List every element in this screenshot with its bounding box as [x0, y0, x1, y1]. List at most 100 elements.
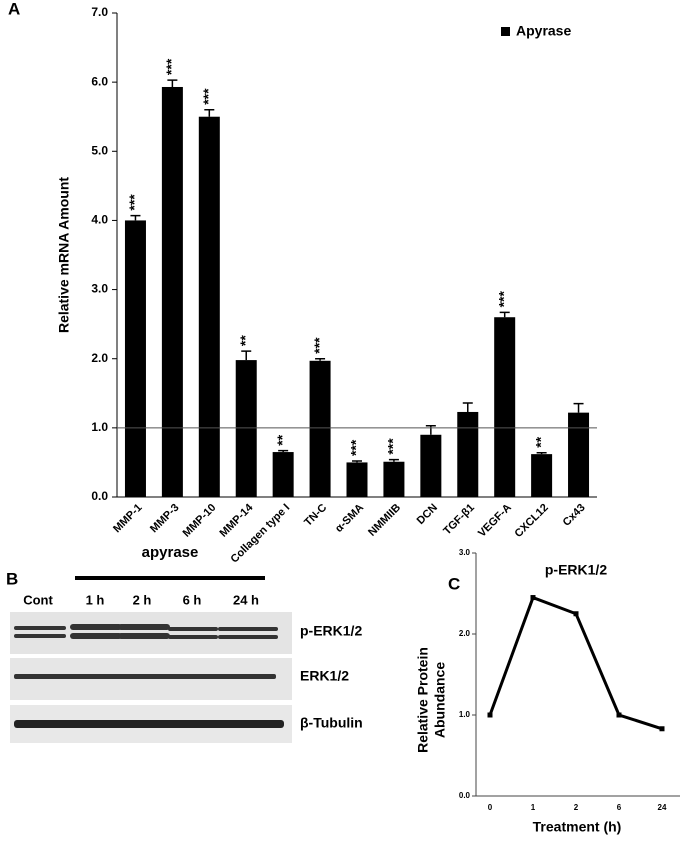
x-tick-label: MMP-3: [148, 502, 182, 536]
error-bar: [536, 451, 547, 455]
panel-label: B: [6, 569, 18, 588]
bar: [161, 86, 183, 498]
error-bar: [315, 357, 326, 361]
lane-label: 6 h: [183, 592, 202, 607]
x-tick-label: TN-C: [302, 502, 329, 529]
y-axis-label: Relative mRNA Amount: [56, 177, 72, 333]
y-tick-label: 0.0: [459, 791, 471, 800]
band: [218, 627, 278, 631]
band: [168, 627, 218, 631]
y-tick-label: 1.0: [459, 710, 471, 719]
y-tick-label: 6.0: [91, 74, 108, 88]
x-tick-label: NMMIIB: [366, 502, 403, 539]
y-tick-label: 3.0: [91, 282, 108, 296]
bar: [198, 116, 220, 497]
band: [168, 635, 218, 639]
x-tick-label: CXCL12: [512, 502, 550, 540]
x-tick-label: 2: [574, 803, 579, 812]
significance: **: [532, 436, 548, 447]
x-tick-label: 24: [658, 803, 667, 812]
y-tick-label: 7.0: [91, 5, 108, 19]
blot-header: apyrase: [142, 544, 199, 561]
x-tick-label: 6: [617, 803, 622, 812]
bar: [235, 360, 257, 497]
x-tick-label: DCN: [415, 502, 440, 527]
error-bar: [278, 449, 289, 453]
y-tick-label: 2.0: [91, 351, 108, 365]
significance: **: [274, 434, 290, 445]
significance: ***: [200, 88, 216, 105]
row-label: β-Tubulin: [300, 715, 363, 731]
band: [118, 624, 170, 630]
bar: [309, 360, 331, 497]
y-axis-label: Abundance: [432, 662, 448, 738]
bar: [124, 220, 146, 497]
significance: ***: [126, 194, 142, 211]
error-bar: [241, 350, 252, 361]
band: [14, 626, 66, 630]
error-bar: [499, 311, 510, 318]
y-tick-label: 4.0: [91, 213, 108, 227]
significance: **: [237, 335, 253, 346]
point: [487, 712, 493, 718]
x-tick-label: 0: [488, 803, 493, 812]
x-tick-label: MMP-1: [111, 502, 145, 536]
error-bar: [130, 214, 141, 221]
bar: [272, 452, 294, 497]
bar: [457, 411, 479, 497]
band: [70, 633, 122, 639]
lane-label: Cont: [23, 592, 53, 607]
point: [573, 611, 579, 617]
legend-swatch: [501, 27, 510, 36]
x-tick-label: MMP-14: [218, 501, 256, 539]
error-bar: [388, 458, 399, 462]
significance: ***: [311, 337, 327, 354]
significance: ***: [385, 438, 401, 455]
significance: ***: [495, 290, 511, 307]
band: [218, 635, 278, 639]
point: [530, 595, 536, 601]
line: [488, 595, 663, 731]
x-tick-label: VEGF-A: [476, 502, 514, 540]
band: [14, 674, 276, 679]
significance: ***: [348, 439, 364, 456]
point: [659, 726, 665, 732]
y-tick-label: 1.0: [91, 420, 108, 434]
blot: [10, 576, 292, 743]
bar: [420, 434, 442, 497]
bar: [531, 454, 553, 497]
bar: [494, 317, 516, 497]
x-tick-label: Cx43: [561, 502, 588, 529]
x-tick-label: α-SMA: [333, 502, 366, 535]
y-tick-label: 5.0: [91, 143, 108, 157]
point: [616, 712, 622, 718]
x-axis-label: Treatment (h): [533, 819, 622, 835]
error-bar: [352, 460, 362, 463]
x-tick-label: 1: [531, 803, 536, 812]
significance: ***: [163, 58, 179, 75]
chart-title: p-ERK1/2: [545, 562, 607, 578]
x-tick-label: TGF-β1: [441, 502, 477, 538]
y-axis-label: Relative Protein: [415, 647, 431, 753]
bar: [568, 412, 590, 497]
lane-label: 1 h: [86, 592, 105, 607]
error-bar: [573, 402, 584, 413]
x-tick-label: MMP-10: [181, 502, 219, 540]
error-bar: [425, 425, 436, 435]
band: [14, 634, 66, 638]
error-bar: [462, 402, 473, 412]
band: [118, 633, 170, 639]
bar: [383, 461, 405, 497]
lane-label: 2 h: [133, 592, 152, 607]
error-bar: [167, 79, 178, 87]
band: [70, 624, 122, 630]
y-tick-label: 0.0: [91, 489, 108, 503]
y-tick-label: 3.0: [459, 548, 471, 557]
panel-label: A: [8, 0, 20, 18]
bar: [346, 462, 368, 497]
lane-label: 24 h: [233, 592, 259, 607]
error-bar: [204, 109, 215, 117]
row-label: ERK1/2: [300, 668, 349, 684]
band: [14, 720, 284, 728]
